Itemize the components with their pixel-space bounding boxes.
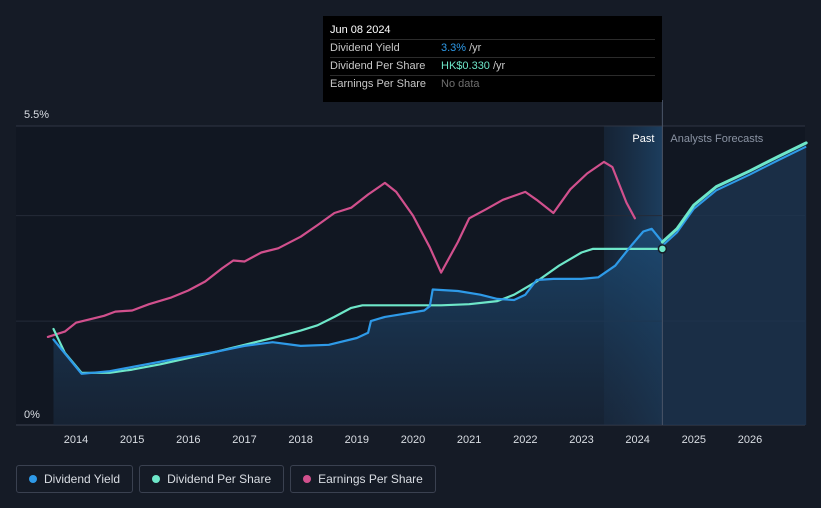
tooltip-label: Dividend Per Share xyxy=(330,60,426,72)
y-tick-label: 5.5% xyxy=(24,109,49,121)
series-line-forecast-yield xyxy=(661,145,807,247)
series-line-yield xyxy=(52,227,664,375)
series-line-dps xyxy=(52,247,664,374)
tooltip-value: 3.3% xyxy=(441,42,467,54)
series-line-forecast xyxy=(660,141,808,244)
hover-tooltip: Jun 08 2024 Dividend Yield 3.3% /yr Divi… xyxy=(323,16,662,102)
legend-item-dividend-yield[interactable]: Dividend Yield xyxy=(16,465,134,493)
x-tick-label: 2026 xyxy=(738,434,762,446)
forecast-area xyxy=(662,142,807,425)
legend-label: Earnings Per Share xyxy=(318,472,423,486)
legend-dot-icon xyxy=(152,475,161,483)
y-tick-label: 0% xyxy=(24,409,40,421)
series-line-eps xyxy=(46,160,636,338)
x-tick-label: 2020 xyxy=(401,434,425,446)
tooltip-unit: /yr xyxy=(469,42,482,54)
current-point-marker[interactable] xyxy=(657,244,668,254)
dividend-yield-area xyxy=(53,228,663,425)
tooltip-row-dividend-yield: Dividend Yield 3.3% /yr xyxy=(330,40,655,58)
legend-dot-icon xyxy=(303,475,312,483)
x-tick-label: 2022 xyxy=(513,434,537,446)
legend-dot-icon xyxy=(29,475,37,483)
legend-label: Dividend Yield xyxy=(44,472,121,486)
x-tick-label: 2023 xyxy=(569,434,593,446)
past-label: Past xyxy=(632,133,654,145)
tooltip-unit: /yr xyxy=(492,60,506,72)
tooltip-value: HK$0.330 xyxy=(441,60,490,72)
x-tick-label: 2024 xyxy=(625,434,649,446)
dividend-chart: 5.5% 0% Past Analysts Forecasts 2014 2015… xyxy=(16,100,808,446)
legend-item-earnings-per-share[interactable]: Earnings Per Share xyxy=(290,465,436,493)
tooltip-value: No data xyxy=(441,78,480,90)
x-tick-label: 2017 xyxy=(232,434,256,446)
tooltip-label: Dividend Yield xyxy=(330,42,400,54)
tooltip-date: Jun 08 2024 xyxy=(330,22,655,40)
x-tick-label: 2018 xyxy=(288,434,312,446)
x-tick-label: 2014 xyxy=(64,434,88,446)
x-tick-label: 2021 xyxy=(457,434,481,446)
tooltip-label: Earnings Per Share xyxy=(330,78,426,90)
forecast-label: Analysts Forecasts xyxy=(670,133,763,145)
legend-item-dividend-per-share[interactable]: Dividend Per Share xyxy=(139,465,285,493)
legend-label: Dividend Per Share xyxy=(167,472,272,486)
tooltip-row-earnings-per-share: Earnings Per Share No data xyxy=(330,76,655,93)
legend: Dividend Yield Dividend Per Share Earnin… xyxy=(16,465,436,493)
x-tick-label: 2015 xyxy=(120,434,144,446)
x-tick-label: 2025 xyxy=(682,434,706,446)
x-tick-label: 2016 xyxy=(176,434,200,446)
tooltip-row-dividend-per-share: Dividend Per Share HK$0.330 /yr xyxy=(330,58,655,76)
x-tick-label: 2019 xyxy=(345,434,369,446)
